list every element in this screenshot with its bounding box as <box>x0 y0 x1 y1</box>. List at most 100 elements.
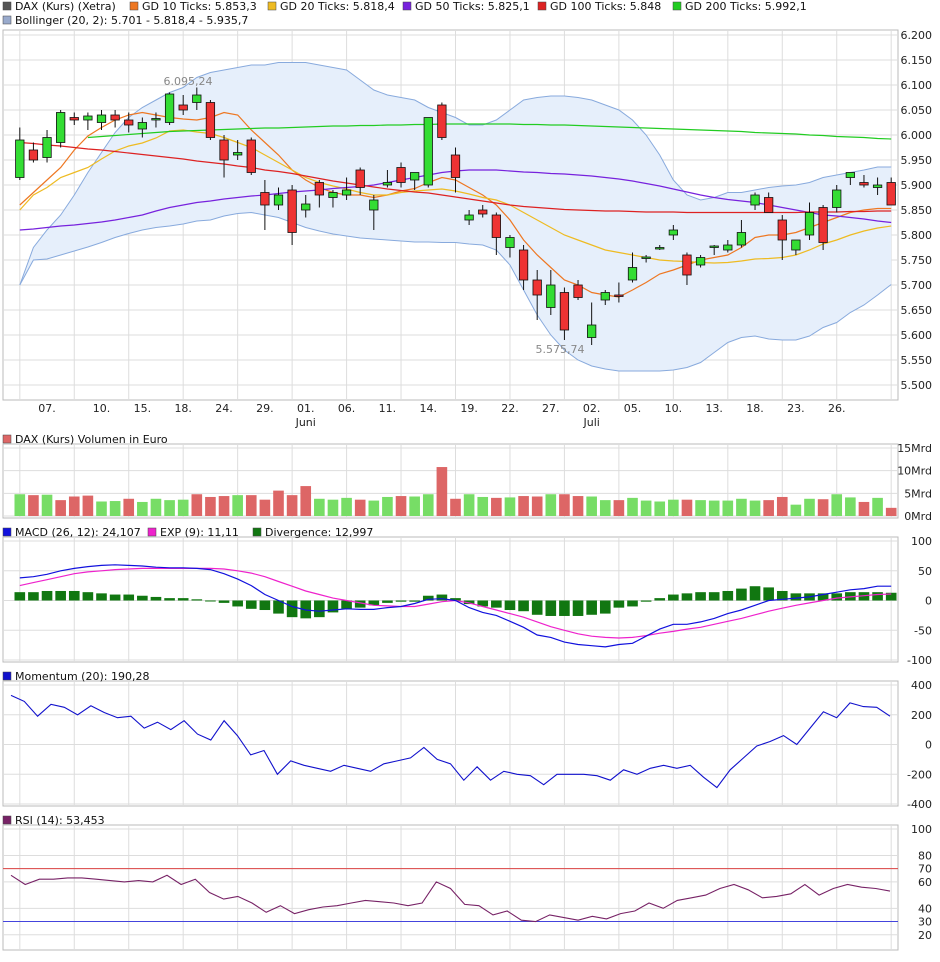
divergence-bar <box>736 588 747 601</box>
price-legend-item: DAX (Kurs) (Xetra) <box>15 0 116 13</box>
candle-body <box>804 212 815 236</box>
price-y-tick-label: 5.800 <box>901 229 933 242</box>
macd-y-tick-label: 0 <box>925 595 932 608</box>
momentum-legend-item-swatch <box>2 671 12 681</box>
price-y-tick-label: 6.200 <box>901 29 933 42</box>
divergence-bar <box>586 600 597 615</box>
candle-body <box>423 117 433 186</box>
price-legend-item-swatch <box>402 1 412 11</box>
divergence-bar <box>82 592 94 601</box>
rsi-line <box>10 874 891 923</box>
price-y-tick-label: 5.650 <box>901 304 933 317</box>
divergence-bar <box>599 600 611 614</box>
volume-bar <box>586 496 597 516</box>
x-tick-label: 22. <box>501 402 519 415</box>
divergence-bar <box>640 600 652 602</box>
momentum-y-tick-label: -400 <box>907 798 932 811</box>
volume-bar <box>191 494 203 516</box>
volume-bar <box>55 500 66 516</box>
price-legend-item-swatch <box>129 1 139 11</box>
month-label: Juli <box>582 416 599 429</box>
price-legend-item: GD 100 Ticks: 5.848 <box>550 0 661 13</box>
volume-bar <box>164 500 175 516</box>
x-tick-label: 01. <box>297 402 315 415</box>
volume-bar <box>409 496 420 516</box>
divergence-bar <box>341 600 352 609</box>
divergence-bar <box>218 600 230 603</box>
volume-bar <box>368 500 380 516</box>
macd-legend-item-swatch <box>147 527 157 537</box>
momentum-y-tick-label: 200 <box>911 709 932 722</box>
candle-body <box>28 149 39 161</box>
volume-legend-item-swatch <box>2 434 12 444</box>
divergence-bar <box>436 594 448 601</box>
price-y-tick-label: 5.550 <box>901 354 933 367</box>
volume-bar <box>436 467 448 516</box>
volume-y-tick-label: 10Mrd <box>897 465 932 478</box>
candle-body <box>369 199 379 211</box>
price-y-tick-label: 6.100 <box>901 79 933 92</box>
volume-bar <box>831 494 843 516</box>
volume-bar <box>82 495 94 516</box>
candle-body <box>818 207 828 243</box>
price-legend-item: GD 10 Ticks: 5.853,3 <box>142 0 257 13</box>
divergence-bar <box>177 598 189 601</box>
candle-body <box>573 284 583 298</box>
rsi-y-tick-label: 30 <box>918 916 932 929</box>
divergence-bar <box>790 593 802 601</box>
month-label: Juni <box>295 416 316 429</box>
x-tick-label: 18. <box>174 402 192 415</box>
low-annotation: 5.575,74 <box>536 343 585 356</box>
divergence-bar <box>286 600 298 618</box>
volume-bar <box>314 498 325 516</box>
divergence-bar <box>245 600 257 609</box>
divergence-bar <box>28 592 39 601</box>
volume-bar <box>681 499 693 516</box>
bollinger-legend-item: Bollinger (20, 2): 5.701 - 5.818,4 - 5.9… <box>15 14 248 27</box>
divergence-bar <box>627 600 638 607</box>
price-legend-item-swatch <box>2 1 12 11</box>
volume-bar <box>354 499 366 516</box>
volume-bar <box>695 500 706 516</box>
gd200-line <box>87 123 892 140</box>
price-y-tick-label: 5.900 <box>901 179 933 192</box>
volume-bar <box>885 507 897 516</box>
x-tick-label: 10. <box>665 402 683 415</box>
x-tick-label: 02. <box>583 402 601 415</box>
momentum-line <box>10 694 891 789</box>
volume-bar <box>41 494 53 516</box>
candle-body <box>110 114 120 121</box>
candle-body <box>341 189 352 196</box>
momentum-y-tick-label: -200 <box>907 768 932 781</box>
volume-bar <box>545 494 557 516</box>
volume-y-tick-label: 15Mrd <box>897 442 932 455</box>
candle-body <box>655 247 665 250</box>
volume-bar <box>259 499 271 516</box>
divergence-bar <box>858 592 870 601</box>
divergence-bar <box>749 586 761 601</box>
price-y-tick-label: 5.850 <box>901 204 933 217</box>
x-tick-label: 29. <box>256 402 274 415</box>
divergence-bar <box>14 592 26 601</box>
candle-body <box>723 244 733 251</box>
macd-y-tick-label: 50 <box>918 565 932 578</box>
x-tick-label: 05. <box>624 402 642 415</box>
volume-bar <box>477 496 489 516</box>
divergence-bar <box>109 594 121 601</box>
rsi-y-tick-label: 70 <box>918 863 932 876</box>
divergence-bar <box>531 600 543 615</box>
candle-body <box>832 189 842 208</box>
divergence-bar <box>695 592 706 601</box>
candle-body <box>96 114 107 123</box>
divergence-bar <box>613 600 625 608</box>
candle-body <box>886 182 896 206</box>
volume-bar <box>613 500 625 516</box>
rsi-y-tick-label: 100 <box>911 823 932 836</box>
macd-legend-item-swatch <box>252 527 262 537</box>
divergence-bar <box>368 600 380 606</box>
volume-bar <box>300 486 312 516</box>
volume-bar <box>817 499 829 516</box>
volume-bar <box>463 494 475 516</box>
volume-bar <box>749 500 761 516</box>
